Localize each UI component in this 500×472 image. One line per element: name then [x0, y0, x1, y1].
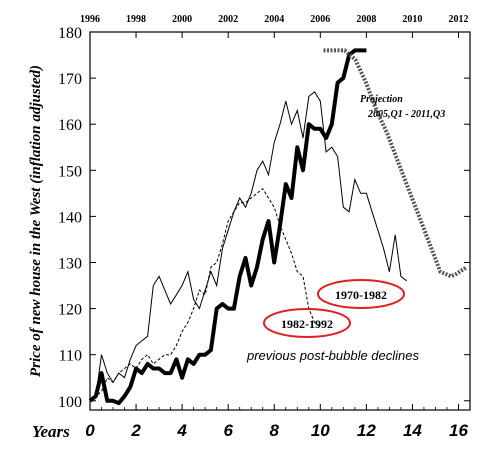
x-axis-label: Years [32, 422, 70, 441]
label-1970-1982: 1970-1982 [335, 288, 387, 302]
label-1982-ellipse [263, 308, 351, 338]
top-year-label: 2006 [310, 14, 330, 25]
series-line-projection [323, 48, 468, 279]
top-year-label: 2012 [448, 14, 468, 25]
top-year-label: 1998 [126, 14, 146, 25]
label-1970-ellipse [317, 279, 405, 309]
y-tick-label: 150 [58, 163, 82, 180]
series-line-thin [89, 91, 408, 402]
x-tick-label: 2 [130, 421, 141, 440]
top-year-label: 2008 [356, 14, 376, 25]
x-tick-label: 16 [449, 421, 468, 440]
axes: 0 2 4 6 8 10 12 14 16 1996 1998 2000 2002 2004 2006 200… [28, 14, 471, 441]
x-tick-label: 14 [403, 421, 422, 440]
x-tick-label: 4 [176, 421, 187, 440]
y-tick-label: 170 [58, 71, 82, 88]
x-tick-label: 10 [311, 421, 330, 440]
plot-frame [89, 31, 471, 411]
y-tick-label: 110 [59, 348, 82, 365]
annotation-layer: Projection 2005,Q1 - 2011,Q3 1970-1982 1982… [246, 94, 445, 363]
y-tick-label: 120 [58, 302, 82, 319]
y-tick-label: 130 [58, 255, 82, 272]
y-axis-label: Price of new house in the West (inflatio… [28, 65, 44, 377]
projection-range-label: 2005,Q1 - 2011,Q3 [367, 109, 445, 120]
top-year-label: 2000 [172, 14, 192, 25]
label-1982-1992: 1982-1992 [281, 317, 333, 331]
top-year-label: 2004 [264, 14, 284, 25]
y-tick-label: 140 [58, 209, 82, 226]
x-tick-label: 8 [270, 421, 280, 440]
top-year-label: 2010 [402, 14, 422, 25]
x-tick-label: 12 [357, 421, 376, 440]
post-bubble-note: previous post-bubble declines [246, 348, 419, 363]
y-tick-label: 100 [58, 394, 82, 411]
x-tick-label: 6 [223, 421, 233, 440]
series-line-dashed [89, 187, 321, 402]
top-year-label: 1996 [80, 14, 100, 25]
projection-label: Projection [360, 94, 403, 105]
series-layer [88, 48, 468, 406]
y-tick-label: 180 [58, 25, 82, 42]
x-tick-label: 0 [85, 421, 95, 440]
top-year-label: 2002 [218, 14, 238, 25]
y-tick-label: 160 [58, 117, 82, 134]
